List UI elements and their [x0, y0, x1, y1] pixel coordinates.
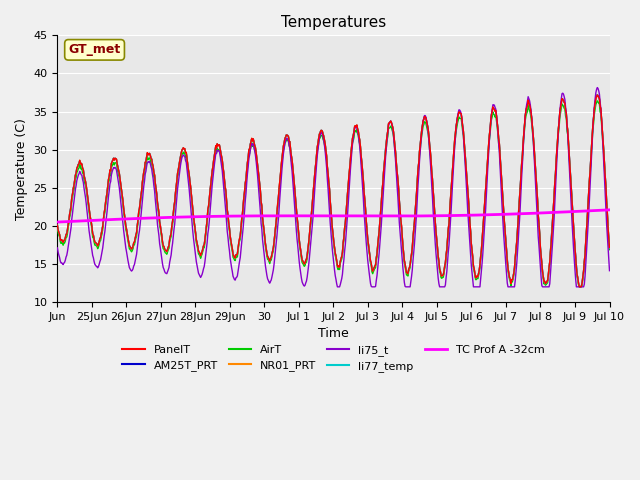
Y-axis label: Temperature (C): Temperature (C) [15, 118, 28, 220]
Text: GT_met: GT_met [68, 43, 121, 56]
X-axis label: Time: Time [318, 327, 349, 340]
Legend: PanelT, AM25T_PRT, AirT, NR01_PRT, li75_t, li77_temp, TC Prof A -32cm: PanelT, AM25T_PRT, AirT, NR01_PRT, li75_… [118, 340, 549, 376]
Title: Temperatures: Temperatures [281, 15, 386, 30]
